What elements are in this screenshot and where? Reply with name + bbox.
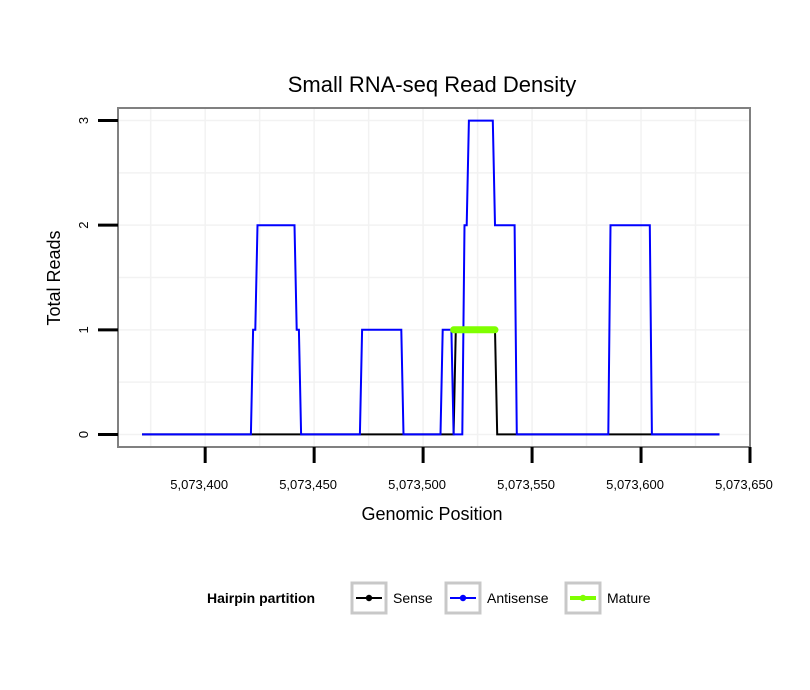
y-tick-label: 0 — [76, 431, 91, 438]
legend-label-sense: Sense — [393, 590, 433, 606]
chart-title: Small RNA-seq Read Density — [288, 72, 577, 97]
y-tick-label: 1 — [76, 326, 91, 333]
x-tick-label: 5,073,450 — [279, 477, 337, 492]
series-lines — [142, 119, 720, 436]
y-tick-label: 2 — [76, 222, 91, 229]
x-tick-label: 5,073,650 — [715, 477, 773, 492]
legend-key-point — [459, 594, 467, 602]
legend-key-point — [365, 594, 373, 602]
legend-title: Hairpin partition — [207, 590, 315, 606]
grid-lines — [118, 108, 750, 447]
x-tick-label: 5,073,600 — [606, 477, 664, 492]
legend-key-point — [579, 594, 587, 602]
y-axis: 0 1 2 3 — [76, 117, 118, 438]
x-tick-label: 5,073,500 — [388, 477, 446, 492]
x-tick-label: 5,073,400 — [170, 477, 228, 492]
plot-border — [117, 107, 751, 448]
x-axis-title: Genomic Position — [361, 504, 502, 524]
x-tick-label: 5,073,550 — [497, 477, 555, 492]
series-line-antisense — [142, 119, 720, 436]
legend-label-antisense: Antisense — [487, 590, 549, 606]
legend: Hairpin partition Sense Antisense Mature — [207, 581, 651, 615]
y-tick-label: 3 — [76, 117, 91, 124]
y-axis-title: Total Reads — [44, 230, 64, 325]
legend-label-mature: Mature — [607, 590, 651, 606]
x-axis: 5,073,400 5,073,450 5,073,500 5,073,550 5,07… — [170, 447, 773, 492]
